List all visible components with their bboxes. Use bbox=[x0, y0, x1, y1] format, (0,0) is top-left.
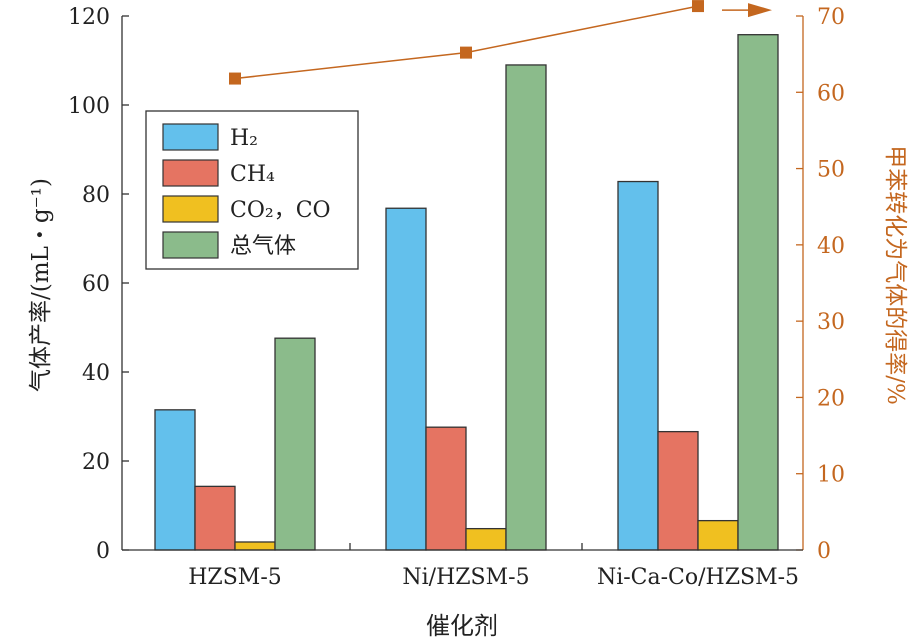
y-tick-label-left: 20 bbox=[82, 450, 110, 475]
axes-layer: 0 20 40 60 80 100 120 0 10 20 30 40 50 60 70 HZSM-5 Ni/H… bbox=[28, 5, 908, 640]
x-tick-label: Ni-Ca-Co/HZSM-5 bbox=[597, 565, 799, 590]
y-tick-label-right: 60 bbox=[817, 81, 845, 106]
bar-series-2-cat-2 bbox=[697, 519, 739, 551]
line-layer bbox=[229, 0, 772, 85]
bar-series-1-cat-2 bbox=[657, 430, 699, 551]
legend: H₂ CH₄ CO₂，CO 总气体 bbox=[145, 110, 359, 270]
y-axis-title-right: 甲苯转化为气体的得率/% bbox=[882, 145, 908, 405]
y-tick-label-left: 80 bbox=[82, 183, 110, 208]
y-tick-label-left: 120 bbox=[68, 5, 110, 30]
y-tick-label-right: 30 bbox=[817, 310, 845, 335]
y-tick-label-left: 40 bbox=[82, 361, 110, 386]
legend-label-3: 总气体 bbox=[230, 234, 296, 259]
bar-series-2-cat-1 bbox=[465, 527, 507, 551]
legend-label-0: H₂ bbox=[230, 126, 258, 151]
y-tick-label-left: 60 bbox=[82, 272, 110, 297]
bar-series-3-cat-2 bbox=[737, 34, 779, 551]
bar-series-0-cat-2 bbox=[617, 180, 659, 551]
axis-arrow-icon bbox=[748, 3, 772, 18]
y-tick-label-right: 40 bbox=[817, 234, 845, 259]
legend-swatch-2 bbox=[162, 195, 219, 223]
y-tick-label-right: 20 bbox=[817, 386, 845, 411]
bar-series-1-cat-0 bbox=[194, 485, 236, 551]
conversion-point-2 bbox=[692, 0, 704, 13]
legend-swatch-0 bbox=[162, 123, 219, 151]
legend-swatch-1 bbox=[162, 159, 219, 187]
legend-label-1: CH₄ bbox=[230, 162, 275, 187]
y-tick-label-left: 100 bbox=[68, 94, 110, 119]
bars-layer bbox=[154, 34, 779, 551]
y-tick-label-right: 70 bbox=[817, 5, 845, 30]
bar-series-0-cat-1 bbox=[385, 207, 427, 551]
bar-series-1-cat-1 bbox=[425, 426, 467, 551]
y-tick-label-right: 50 bbox=[817, 158, 845, 183]
conversion-line bbox=[234, 5, 699, 80]
conversion-point-1 bbox=[460, 46, 472, 59]
y-axis-title-left: 气体产率/(mL・g⁻¹) bbox=[28, 178, 54, 392]
x-axis-title: 催化剂 bbox=[426, 612, 498, 640]
bar-series-3-cat-1 bbox=[505, 64, 547, 551]
y-tick-label-right: 0 bbox=[817, 539, 831, 564]
legend-swatch-3 bbox=[162, 231, 219, 259]
bar-series-2-cat-0 bbox=[234, 541, 276, 551]
bar-series-0-cat-0 bbox=[154, 409, 196, 551]
y-tick-label-right: 10 bbox=[817, 463, 845, 488]
legend-label-2: CO₂，CO bbox=[230, 198, 331, 223]
y-tick-label-left: 0 bbox=[96, 539, 110, 564]
conversion-point-0 bbox=[229, 72, 241, 85]
x-tick-label: HZSM-5 bbox=[188, 565, 282, 590]
bar-series-3-cat-0 bbox=[274, 337, 316, 551]
x-tick-label: Ni/HZSM-5 bbox=[402, 565, 529, 590]
